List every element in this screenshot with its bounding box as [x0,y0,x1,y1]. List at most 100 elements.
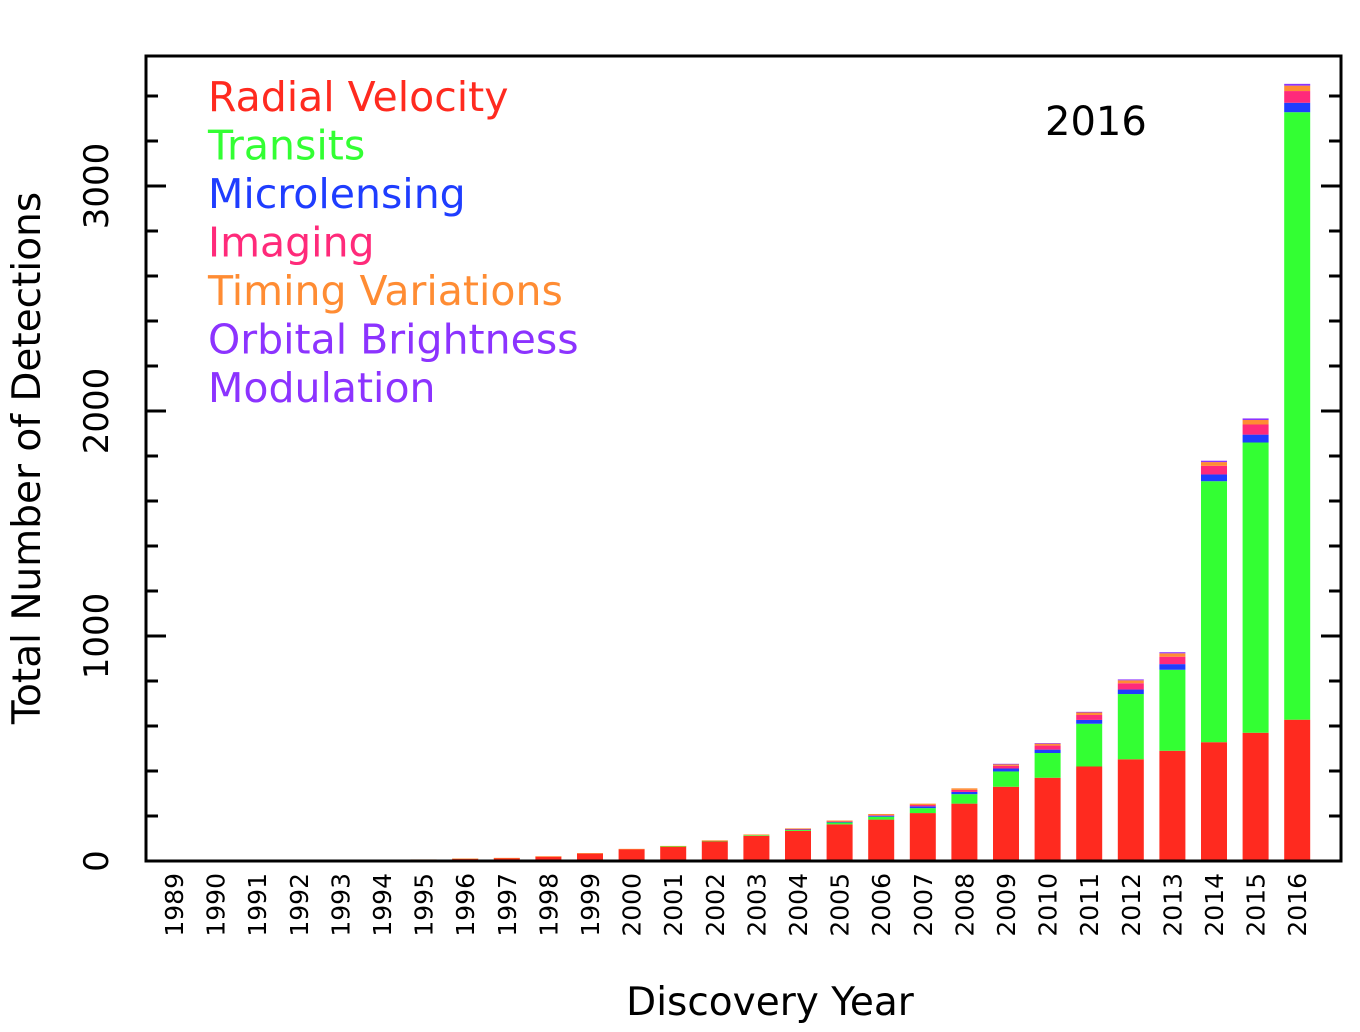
bar-segment-2010-microlensing [1034,749,1061,754]
ticks-layer [146,94,1341,863]
bar-segment-2010-timing-variations [1034,743,1061,746]
bar-segment-2003-timing-variations [743,834,770,836]
bar-segment-2004-timing-variations [785,828,811,830]
x-tick-label-2003: 2003 [742,873,771,937]
x-tick-label-2006: 2006 [867,873,896,937]
y-axis-title: Total Number of Detections [5,192,50,725]
bar-segment-2008-timing-variations [951,788,978,790]
bar-segment-2008-imaging [951,789,978,792]
bar-segment-2014-transits [1201,481,1227,743]
bar-segment-2013-transits [1159,669,1186,751]
bar-segment-2008-microlensing [951,791,978,795]
x-tick-label-2016: 2016 [1283,873,1312,937]
bar-segment-2003-transits [743,835,770,836]
x-tick-label-1996: 1996 [451,873,480,937]
x-tick-label-1990: 1990 [202,873,231,937]
bar-segment-2011-imaging [1076,714,1103,720]
bar-segment-2015-microlensing [1242,434,1269,443]
x-tick-label-1995: 1995 [410,873,439,937]
bar-segment-2004-radial-velocity [785,830,811,861]
bar-segment-2012-imaging [1117,683,1144,690]
bar-segment-2014-microlensing [1201,474,1227,482]
bar-segment-2015-orbital-brightness [1242,418,1269,420]
bar-segment-2004-imaging [785,829,811,830]
x-tick-label-1992: 1992 [285,873,314,937]
x-axis-title: Discovery Year [626,980,915,1025]
x-tick-label-1989: 1989 [160,873,189,937]
legend-item-microlensing: Microlensing [208,170,466,218]
bar-segment-2002-timing-variations [701,840,728,841]
y-tick-label-0: 0 [77,850,117,872]
bar-segment-1997-timing-variations [493,857,520,859]
bar-segment-2014-orbital-brightness [1201,460,1227,463]
legend-item-modulation: Modulation [208,364,436,412]
bar-segment-2005-timing-variations [826,820,853,822]
bar-segment-2016-imaging [1284,91,1311,103]
bar-segment-2001-timing-variations [660,845,687,847]
bar-segment-2001-radial-velocity [660,846,687,861]
bar-segment-2013-orbital-brightness [1159,652,1186,654]
bar-segment-2009-microlensing [993,768,1019,772]
bar-segment-2013-radial-velocity [1159,750,1186,861]
bar-segment-2005-microlensing [826,821,853,823]
bar-segment-2011-microlensing [1076,719,1103,724]
bar-segment-2008-transits [951,794,978,804]
bars-layer [161,83,1311,862]
bar-segment-2007-transits [909,808,936,814]
x-tick-label-2004: 2004 [784,873,813,937]
bar-segment-2009-radial-velocity [993,786,1019,861]
bar-segment-2007-timing-variations [909,803,936,805]
x-tick-label-2002: 2002 [701,873,730,937]
bar-segment-2005-imaging [826,821,853,822]
bar-segment-2013-imaging [1159,656,1186,665]
bar-segment-2010-orbital-brightness [1034,743,1061,744]
x-tick-label-1997: 1997 [493,873,522,937]
bar-segment-2012-orbital-brightness [1117,679,1144,681]
year-annotation: 2016 [1045,99,1147,145]
x-tick-label-1993: 1993 [326,873,355,937]
x-tick-label-2008: 2008 [950,873,979,937]
bar-segment-2013-microlensing [1159,664,1186,670]
bar-segment-2012-transits [1117,694,1144,760]
bar-segment-2015-transits [1242,442,1269,733]
x-tick-label-1991: 1991 [243,873,272,937]
bar-segment-2011-orbital-brightness [1076,711,1103,713]
bar-segment-2006-microlensing [868,815,895,817]
bar-segment-2003-radial-velocity [743,835,770,861]
x-tick-label-2013: 2013 [1158,873,1187,937]
bar-segment-2015-radial-velocity [1242,732,1269,861]
y-tick-label-3000: 3000 [77,143,117,230]
bar-segment-2000-radial-velocity [618,849,645,861]
bar-segment-2006-imaging [868,815,895,816]
legend-item-orbital-brightness: Orbital Brightness [208,316,579,364]
x-tick-label-2009: 2009 [992,873,1021,937]
bar-segment-2011-radial-velocity [1076,766,1103,861]
bar-segment-2012-radial-velocity [1117,759,1144,861]
bar-segment-2002-radial-velocity [701,841,728,861]
bar-segment-2010-imaging [1034,745,1061,750]
plot-frame [144,54,1343,863]
bar-segment-2012-timing-variations [1117,680,1144,684]
bar-segment-2010-transits [1034,753,1061,778]
y-tick-label-2000: 2000 [77,368,117,455]
legend-item-timing-variations: Timing Variations [207,267,563,315]
bar-segment-2006-radial-velocity [868,819,895,861]
bar-segment-2016-transits [1284,112,1311,720]
x-tick-label-2014: 2014 [1200,873,1229,937]
bar-segment-2009-transits [993,771,1019,787]
bar-segment-2014-timing-variations [1201,462,1227,466]
bar-segment-1996-timing-variations [452,858,479,860]
bar-segment-1998-radial-velocity [535,856,562,861]
legend-item-transits: Transits [207,122,365,170]
legend-item-imaging: Imaging [208,219,375,267]
bar-segment-2005-radial-velocity [826,824,853,861]
x-tick-label-2015: 2015 [1242,873,1271,937]
bar-segment-2013-timing-variations [1159,653,1186,657]
x-tick-label-1999: 1999 [576,873,605,937]
labels-layer: 0 1000 2000 3000 1989 1990 1991 1992 1993 1994 199… [77,143,1312,937]
bar-segment-2002-transits [701,840,728,842]
bar-segment-2006-transits [868,816,895,820]
bar-segment-2004-transits [785,829,811,831]
y-tick-label-1000: 1000 [77,593,117,680]
